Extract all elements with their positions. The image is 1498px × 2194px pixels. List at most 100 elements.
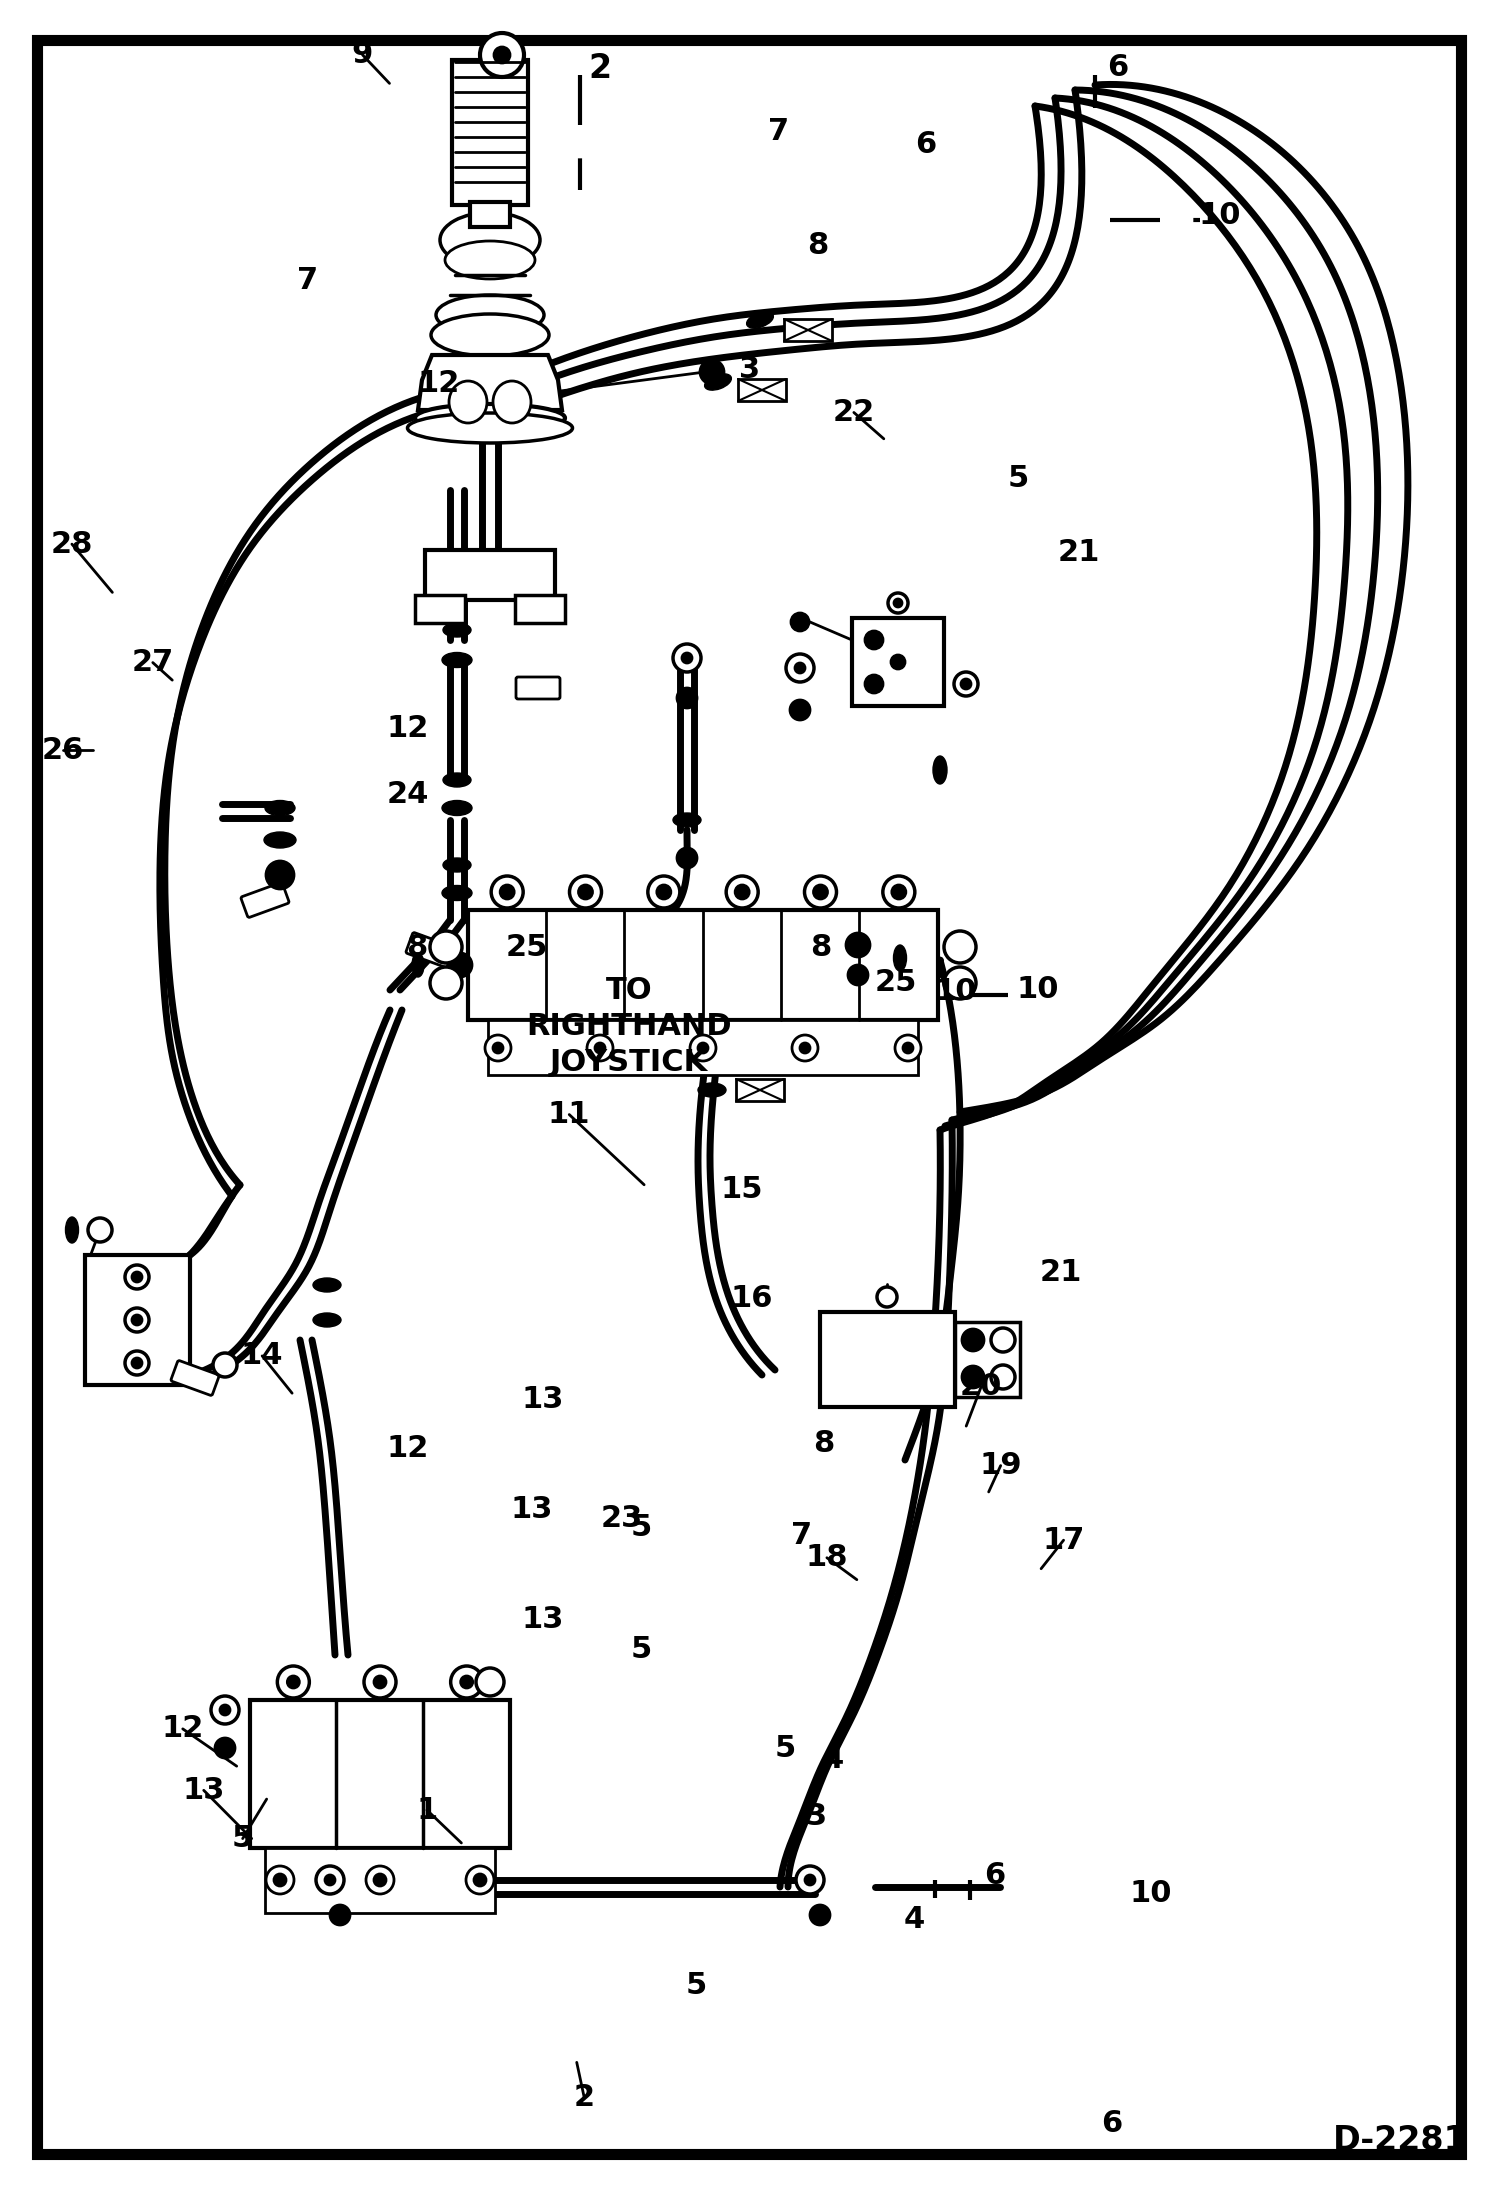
Circle shape	[846, 932, 870, 957]
Circle shape	[944, 968, 977, 998]
Text: 5: 5	[631, 1635, 652, 1665]
Circle shape	[124, 1308, 148, 1332]
Text: 3: 3	[740, 355, 761, 384]
Circle shape	[736, 884, 749, 900]
Circle shape	[894, 599, 902, 608]
Text: 6: 6	[1107, 53, 1128, 83]
Circle shape	[216, 1738, 235, 1757]
Text: 18: 18	[806, 1542, 848, 1573]
Circle shape	[461, 1676, 473, 1687]
Circle shape	[894, 1036, 921, 1062]
Circle shape	[374, 1874, 386, 1887]
Circle shape	[789, 700, 810, 720]
Text: 10: 10	[1017, 976, 1059, 1005]
Circle shape	[316, 1867, 345, 1893]
Circle shape	[876, 1288, 897, 1308]
Circle shape	[656, 884, 671, 900]
Text: 4: 4	[903, 1904, 924, 1935]
Ellipse shape	[313, 1277, 342, 1292]
Circle shape	[476, 1667, 503, 1696]
Circle shape	[647, 875, 680, 908]
Ellipse shape	[66, 1218, 78, 1244]
Bar	[250, 1700, 509, 1847]
Ellipse shape	[445, 241, 535, 279]
Ellipse shape	[313, 1312, 342, 1327]
Ellipse shape	[746, 312, 773, 329]
Ellipse shape	[893, 946, 906, 972]
Circle shape	[587, 1036, 613, 1062]
Text: TO
RIGHTHAND
JOYSTICK: TO RIGHTHAND JOYSTICK	[526, 976, 733, 1077]
Circle shape	[882, 875, 915, 908]
Circle shape	[727, 875, 758, 908]
Bar	[739, 380, 786, 402]
Ellipse shape	[407, 412, 572, 443]
Ellipse shape	[265, 801, 295, 816]
Text: 25: 25	[506, 932, 548, 963]
Circle shape	[848, 965, 867, 985]
Text: 10: 10	[1198, 200, 1242, 230]
Ellipse shape	[443, 772, 470, 788]
Circle shape	[578, 884, 593, 900]
Text: 15: 15	[721, 1174, 762, 1205]
Ellipse shape	[443, 858, 470, 871]
Circle shape	[903, 1042, 912, 1053]
Circle shape	[891, 656, 905, 669]
Circle shape	[479, 33, 524, 77]
Text: 8: 8	[810, 932, 831, 963]
Ellipse shape	[449, 382, 487, 423]
Text: 7: 7	[791, 1520, 812, 1551]
Text: 19: 19	[980, 1450, 1022, 1481]
Text: 13: 13	[511, 1494, 553, 1525]
Text: 10: 10	[1129, 1878, 1171, 1909]
Circle shape	[374, 1676, 386, 1687]
Text: 6: 6	[984, 1861, 1005, 1889]
Ellipse shape	[415, 404, 565, 432]
Text: 28: 28	[51, 529, 93, 559]
Text: 13: 13	[521, 1384, 563, 1415]
Circle shape	[466, 1867, 494, 1893]
Ellipse shape	[412, 952, 424, 976]
Circle shape	[691, 1036, 716, 1062]
Bar	[85, 1255, 190, 1384]
Ellipse shape	[443, 623, 470, 636]
Circle shape	[325, 1876, 336, 1885]
Bar	[488, 1020, 918, 1075]
Text: 8: 8	[813, 1428, 834, 1459]
Text: 21: 21	[1040, 1257, 1082, 1288]
Circle shape	[451, 1665, 482, 1698]
Circle shape	[944, 930, 977, 963]
Text: 6: 6	[915, 129, 936, 160]
Circle shape	[795, 1867, 824, 1893]
Circle shape	[500, 884, 514, 900]
Ellipse shape	[436, 294, 544, 336]
Text: 2: 2	[574, 2082, 595, 2113]
Text: 7: 7	[297, 265, 318, 296]
Ellipse shape	[493, 382, 530, 423]
Ellipse shape	[442, 652, 472, 667]
Circle shape	[220, 1705, 231, 1716]
Bar	[783, 318, 831, 340]
Circle shape	[992, 1365, 1016, 1389]
Text: 7: 7	[768, 116, 789, 147]
Circle shape	[569, 875, 602, 908]
Circle shape	[804, 875, 836, 908]
FancyBboxPatch shape	[515, 678, 560, 700]
FancyBboxPatch shape	[406, 932, 454, 968]
Text: 11: 11	[548, 1099, 590, 1130]
Bar	[515, 595, 565, 623]
Circle shape	[962, 1330, 984, 1352]
Circle shape	[864, 676, 882, 693]
Text: 17: 17	[1043, 1525, 1085, 1556]
Circle shape	[364, 1665, 395, 1698]
Circle shape	[891, 884, 906, 900]
Text: 5: 5	[1008, 463, 1029, 494]
Circle shape	[124, 1266, 148, 1290]
Text: 14: 14	[241, 1341, 283, 1371]
Bar	[956, 1323, 1020, 1398]
Text: 26: 26	[42, 735, 84, 766]
Circle shape	[795, 663, 804, 674]
FancyBboxPatch shape	[171, 1360, 219, 1395]
Text: 13: 13	[521, 1604, 563, 1635]
Circle shape	[700, 360, 724, 384]
Bar	[467, 911, 938, 1020]
